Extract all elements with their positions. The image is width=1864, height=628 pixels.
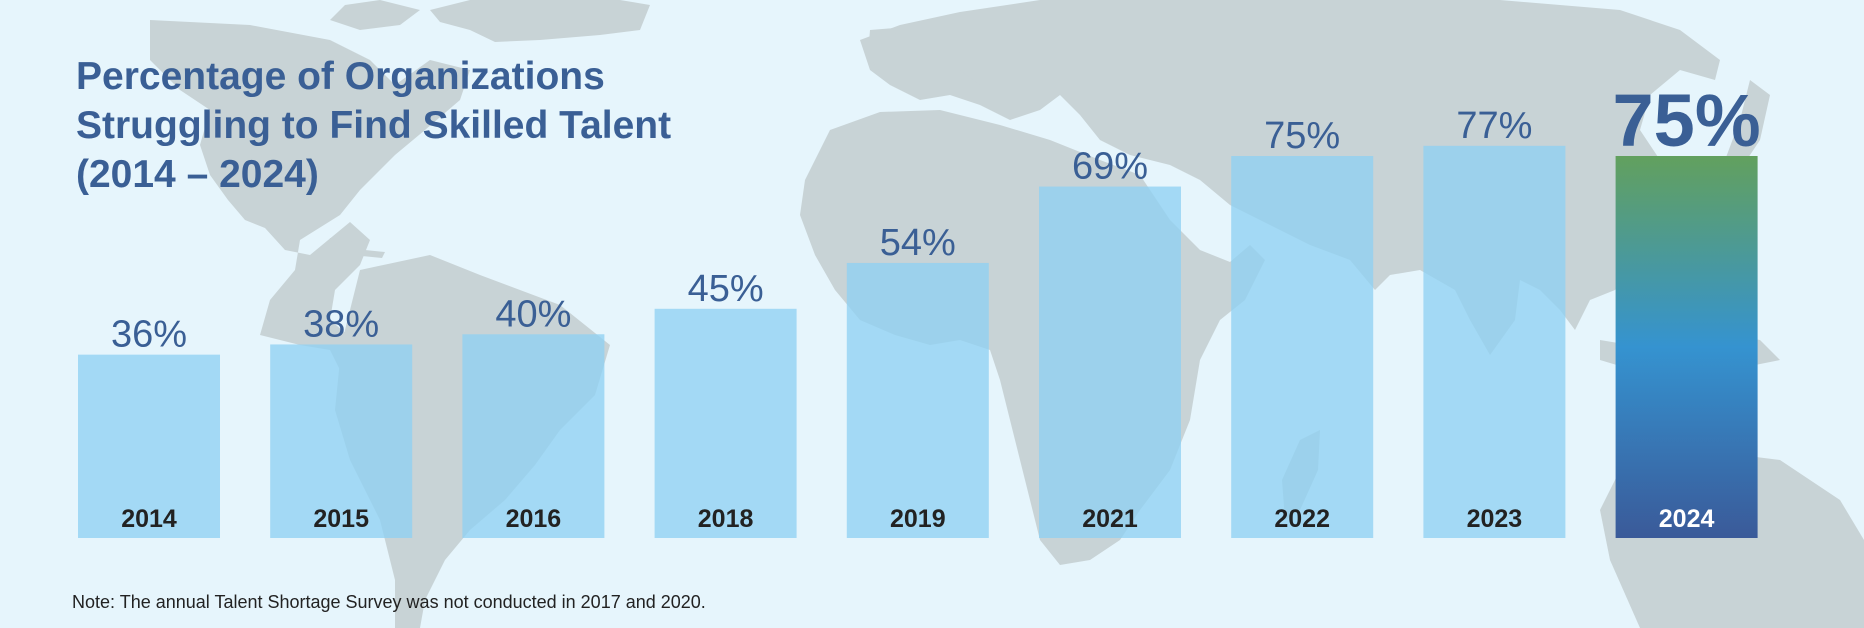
bar-2018 xyxy=(654,308,797,538)
chart-title: Percentage of Organizations Struggling t… xyxy=(76,55,672,196)
category-label-2023: 2023 xyxy=(1467,505,1523,533)
category-label-2015: 2015 xyxy=(313,505,369,533)
bar-2022 xyxy=(1231,156,1374,538)
bar-2019 xyxy=(846,262,989,538)
bar-2024 xyxy=(1615,156,1758,538)
value-label-2024: 75% xyxy=(1613,79,1761,162)
value-label-2018: 45% xyxy=(688,268,764,310)
value-label-2023: 77% xyxy=(1456,105,1532,147)
category-label-2024: 2024 xyxy=(1659,505,1715,533)
category-label-2018: 2018 xyxy=(698,505,754,533)
category-label-2021: 2021 xyxy=(1082,505,1138,533)
category-label-2014: 2014 xyxy=(121,505,177,533)
bar-2016 xyxy=(462,334,605,538)
value-label-2015: 38% xyxy=(303,303,379,345)
value-label-2016: 40% xyxy=(495,293,571,335)
bar-2014 xyxy=(78,354,220,538)
chart-footnote: Note: The annual Talent Shortage Survey … xyxy=(72,592,706,612)
value-label-2019: 54% xyxy=(880,222,956,264)
value-label-2021: 69% xyxy=(1072,146,1148,188)
category-label-2019: 2019 xyxy=(890,505,946,533)
bar-2021 xyxy=(1039,186,1181,538)
bar-2015 xyxy=(270,344,413,538)
value-label-2022: 75% xyxy=(1264,115,1340,157)
category-label-2016: 2016 xyxy=(506,505,562,533)
category-label-2022: 2022 xyxy=(1274,505,1330,533)
value-label-2014: 36% xyxy=(111,314,187,356)
bar-2023 xyxy=(1423,145,1566,538)
